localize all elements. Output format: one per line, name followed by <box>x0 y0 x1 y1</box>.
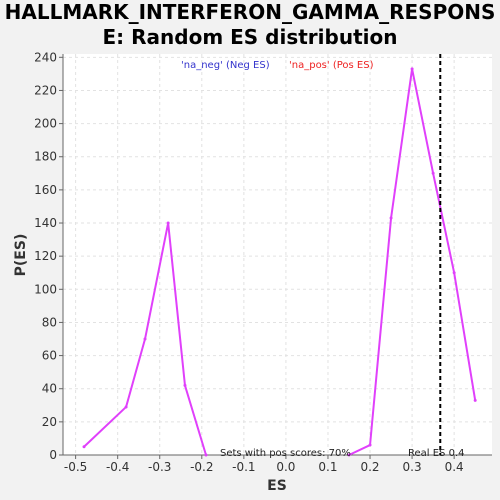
data-point <box>183 383 187 387</box>
y-tick-label: 40 <box>42 382 57 396</box>
y-tick-label: 80 <box>42 315 57 329</box>
y-tick-label: 200 <box>34 117 57 131</box>
y-tick-label: 20 <box>42 415 57 429</box>
real-es-annotation: Real ES 0.4 <box>408 448 464 459</box>
data-point <box>389 216 393 220</box>
x-tick-label: -0.2 <box>190 460 213 474</box>
series-lines <box>82 67 477 457</box>
x-tick-label: -0.4 <box>106 460 129 474</box>
data-point <box>124 405 128 409</box>
data-point <box>204 453 208 457</box>
x-tick-label: 0.3 <box>403 460 422 474</box>
y-axis-label: P(ES) <box>13 234 29 277</box>
data-point <box>410 67 414 71</box>
data-point <box>368 443 372 447</box>
data-point <box>347 453 351 457</box>
legend: 'na_neg' (Neg ES) 'na_pos' (Pos ES) <box>181 60 374 71</box>
x-tick-label: 0.2 <box>360 460 379 474</box>
y-tick-label: 140 <box>34 216 57 230</box>
y-tick-label: 160 <box>34 183 57 197</box>
axes: 0 20 40 60 80 100 120 140 160 180 200 220 240 -0.5 -0.… <box>34 50 492 474</box>
chart-title: HALLMARK_INTERFERON_GAMMA_RESPONS E: Ran… <box>0 0 500 50</box>
grid-lines <box>63 54 492 456</box>
x-tick-label: 0.0 <box>276 460 295 474</box>
data-point <box>143 337 147 341</box>
data-point <box>452 271 456 275</box>
chart-title-line1: HALLMARK_INTERFERON_GAMMA_RESPONS <box>4 0 496 24</box>
data-point <box>82 445 86 449</box>
plot-background <box>63 54 492 455</box>
chart-title-line2: E: Random ES distribution <box>102 25 398 49</box>
x-tick-label: 0.1 <box>318 460 337 474</box>
y-tick-label: 180 <box>34 150 57 164</box>
y-tick-label: 100 <box>34 282 57 296</box>
y-tick-label: 0 <box>49 448 57 462</box>
x-tick-label: -0.3 <box>148 460 171 474</box>
y-tick-label: 220 <box>34 83 57 97</box>
y-tick-label: 120 <box>34 249 57 263</box>
data-point <box>431 171 435 175</box>
y-tick-label: 60 <box>42 349 57 363</box>
legend-entry-pos: 'na_pos' (Pos ES) <box>289 60 374 71</box>
series-line-neg <box>83 222 207 456</box>
x-tick-label: -0.5 <box>64 460 87 474</box>
x-axis-label: ES <box>267 478 287 494</box>
pos-scores-annotation: Sets with pos scores: 70% <box>220 448 351 459</box>
legend-entry-neg: 'na_neg' (Neg ES) <box>181 60 270 71</box>
y-tick-label: 240 <box>34 50 57 64</box>
data-point <box>473 398 477 402</box>
data-point <box>166 221 170 225</box>
x-tick-label: -0.1 <box>232 460 255 474</box>
x-tick-label: 0.4 <box>445 460 464 474</box>
